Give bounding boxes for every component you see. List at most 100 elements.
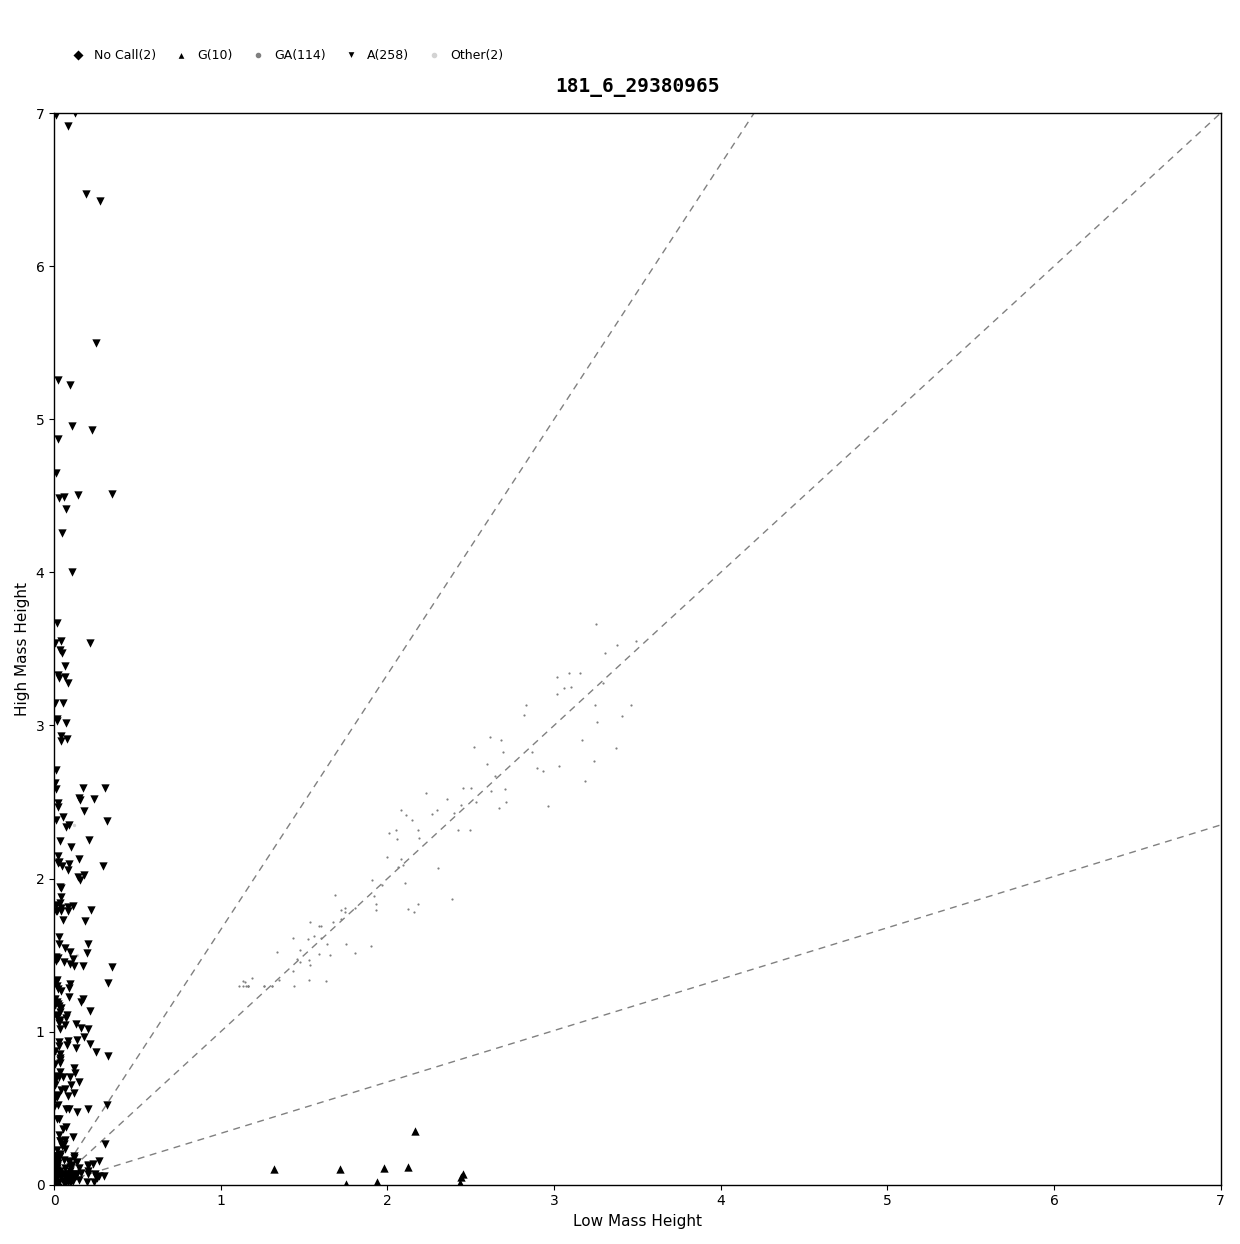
A(258) [78, 1154, 98, 1174]
A(258) [58, 860, 78, 880]
A(258) [48, 853, 68, 873]
GA(114) [491, 730, 511, 750]
A(258) [62, 417, 82, 437]
GA(114) [236, 972, 255, 991]
A(258) [47, 1158, 67, 1178]
A(258) [47, 1086, 67, 1106]
A(258) [48, 429, 68, 449]
A(258) [55, 486, 74, 506]
A(258) [45, 1168, 64, 1188]
Y-axis label: High Mass Height: High Mass Height [15, 582, 30, 715]
A(258) [52, 693, 72, 713]
A(258) [53, 1066, 73, 1086]
GA(114) [377, 847, 397, 867]
GA(114) [233, 975, 253, 995]
A(258) [45, 1168, 64, 1188]
A(258) [51, 902, 71, 922]
GA(114) [336, 934, 356, 954]
A(258) [51, 631, 71, 651]
GA(114) [404, 902, 424, 922]
A(258) [60, 1164, 79, 1184]
A(258) [47, 1164, 67, 1184]
A(258) [52, 878, 72, 898]
GA(114) [621, 695, 641, 715]
A(258) [55, 1149, 74, 1169]
GA(114) [428, 858, 448, 878]
A(258) [79, 830, 99, 850]
A(258) [56, 499, 76, 519]
A(258) [69, 1171, 89, 1191]
A(258) [52, 1136, 72, 1156]
A(258) [50, 1161, 69, 1181]
A(258) [46, 633, 66, 653]
A(258) [51, 1166, 71, 1186]
A(258) [56, 1117, 76, 1137]
Other(2) [64, 815, 84, 835]
A(258) [48, 979, 68, 999]
GA(114) [325, 884, 345, 904]
A(258) [46, 989, 66, 1009]
A(258) [68, 1158, 88, 1178]
A(258) [67, 1164, 87, 1184]
A(258) [83, 420, 103, 440]
G(10) [336, 1174, 356, 1194]
A(258) [58, 1169, 78, 1189]
GA(114) [320, 945, 340, 965]
A(258) [74, 1028, 94, 1047]
G(10) [454, 1164, 474, 1184]
A(258) [47, 977, 67, 996]
A(258) [52, 909, 72, 929]
GA(114) [606, 634, 626, 654]
A(258) [50, 1125, 69, 1144]
A(258) [47, 712, 67, 731]
GA(114) [460, 820, 480, 840]
GA(114) [254, 975, 274, 995]
GA(114) [495, 779, 515, 799]
GA(114) [392, 800, 412, 820]
A(258) [83, 1154, 103, 1174]
A(258) [60, 1172, 79, 1192]
A(258) [45, 1072, 64, 1092]
GA(114) [464, 736, 484, 756]
A(258) [95, 1135, 115, 1154]
A(258) [51, 893, 71, 913]
A(258) [47, 902, 67, 922]
A(258) [68, 485, 88, 505]
GA(114) [611, 707, 631, 726]
GA(114) [481, 781, 501, 801]
A(258) [50, 1031, 69, 1051]
A(258) [60, 974, 79, 994]
A(258) [56, 1169, 76, 1189]
A(258) [61, 1172, 81, 1192]
GA(114) [584, 751, 604, 771]
A(258) [53, 807, 73, 827]
GA(114) [449, 821, 469, 841]
A(258) [47, 1085, 67, 1105]
GA(114) [485, 766, 505, 786]
A(258) [47, 1161, 67, 1181]
A(258) [50, 1044, 69, 1064]
A(258) [50, 1143, 69, 1163]
A(258) [45, 1075, 64, 1095]
A(258) [56, 1158, 76, 1178]
G(10) [405, 1121, 425, 1141]
A(258) [48, 794, 68, 814]
A(258) [45, 773, 64, 792]
A(258) [69, 850, 89, 870]
A(258) [48, 846, 68, 866]
A(258) [53, 1118, 73, 1138]
GA(114) [409, 827, 429, 847]
A(258) [60, 954, 79, 974]
A(258) [63, 897, 83, 917]
GA(114) [331, 901, 351, 921]
GA(114) [310, 944, 330, 964]
A(258) [58, 1151, 78, 1171]
A(258) [48, 797, 68, 817]
A(258) [56, 1163, 76, 1183]
GA(114) [322, 912, 342, 932]
A(258) [62, 1154, 82, 1174]
A(258) [91, 192, 110, 211]
GA(114) [335, 902, 355, 922]
A(258) [55, 1167, 74, 1187]
GA(114) [548, 756, 568, 776]
